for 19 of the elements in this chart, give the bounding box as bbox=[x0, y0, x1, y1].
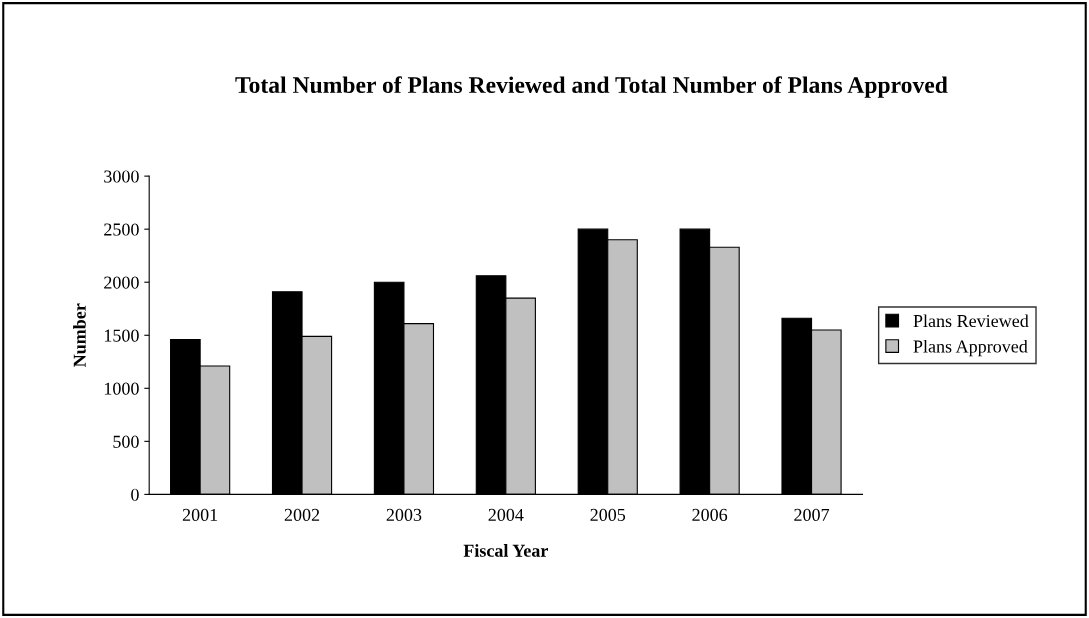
x-tick-label: 2004 bbox=[488, 508, 524, 521]
y-tick-label: 2500 bbox=[104, 223, 139, 236]
y-tick-label: 0 bbox=[131, 488, 139, 501]
y-tick-label: 1000 bbox=[104, 382, 139, 395]
y-tick-label: 3000 bbox=[104, 170, 139, 183]
x-tick-label: 2001 bbox=[182, 508, 218, 521]
x-tick-label: 2003 bbox=[386, 508, 422, 521]
x-tick-label: 2007 bbox=[794, 508, 830, 521]
y-axis-title: Number bbox=[73, 303, 86, 368]
y-tick-label: 500 bbox=[113, 435, 139, 448]
x-tick-label: 2006 bbox=[692, 508, 728, 521]
legend-label: Plans Approved bbox=[913, 339, 1028, 357]
y-tick-label: 1500 bbox=[104, 329, 139, 342]
x-tick-label: 2002 bbox=[284, 508, 320, 521]
chart-title: Total Number of Plans Reviewed and Total Number of Plans Approved bbox=[235, 76, 948, 98]
x-axis-title: Fiscal Year bbox=[463, 544, 548, 557]
y-tick-label: 2000 bbox=[104, 276, 139, 289]
legend-label: Plans Reviewed bbox=[913, 314, 1029, 328]
x-tick-label: 2005 bbox=[590, 508, 626, 521]
